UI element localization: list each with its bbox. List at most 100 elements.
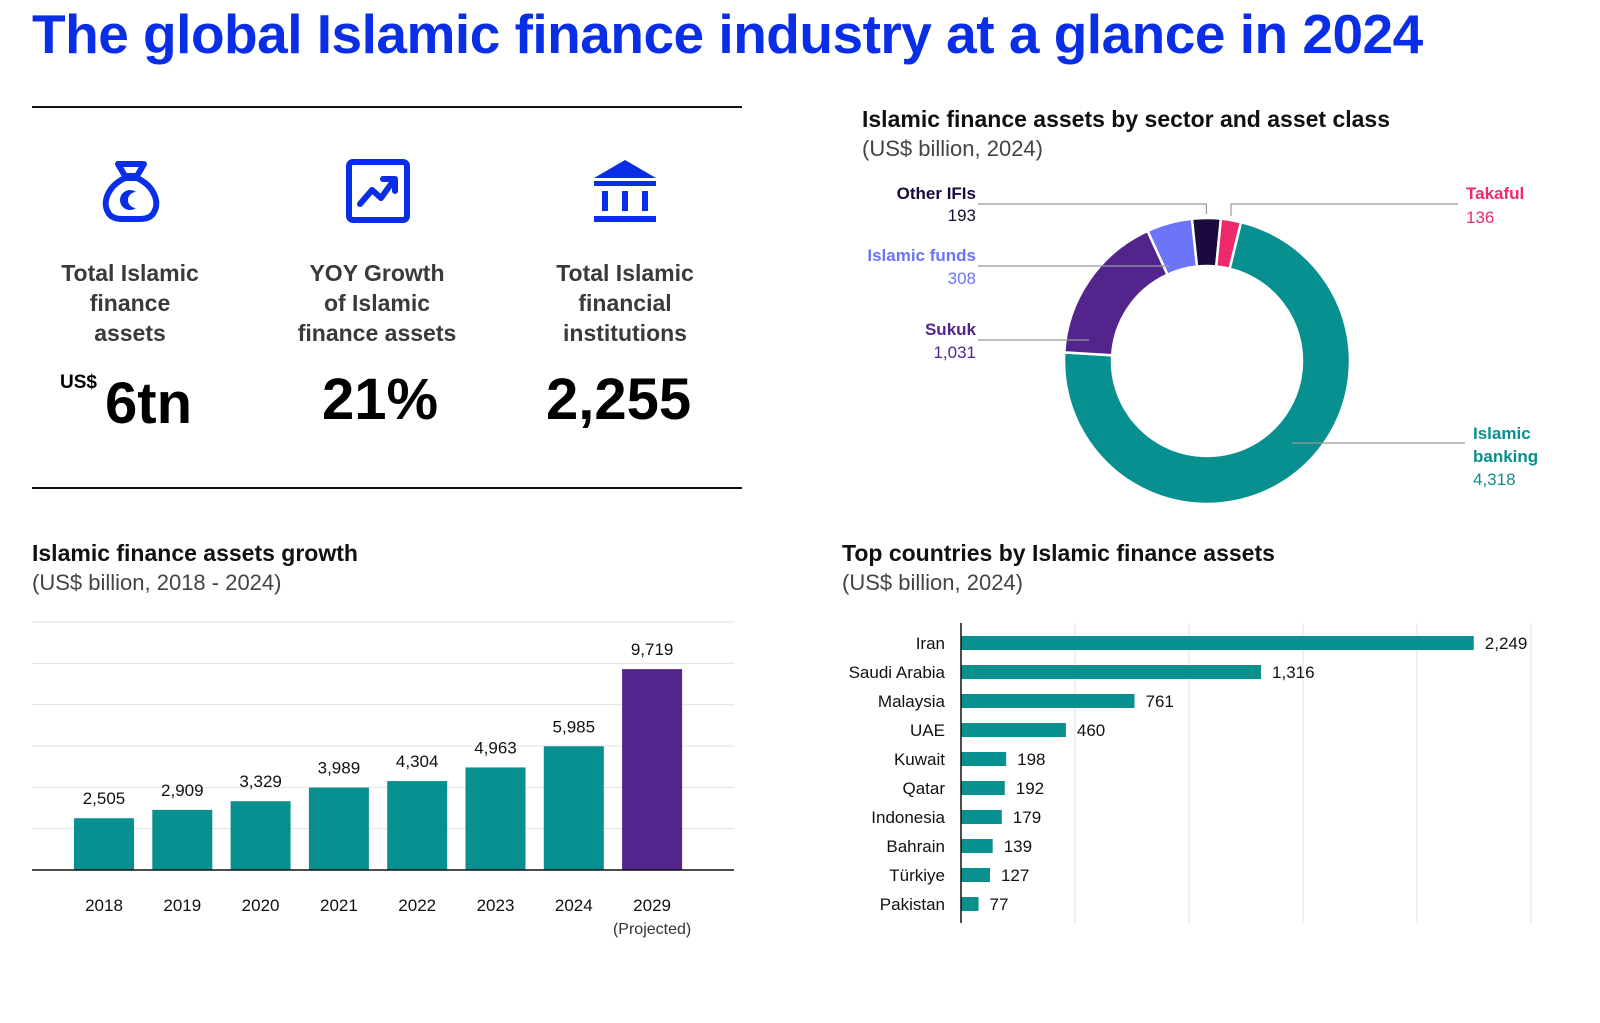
y-tick-label: UAE [910, 721, 945, 740]
y-tick-label: Malaysia [878, 692, 946, 711]
donut-value-label: 1,031 [933, 343, 976, 362]
donut-chart-title: Islamic finance assets by sector and ass… [862, 106, 1391, 132]
growth-chart-title: Islamic finance assets growth [32, 540, 358, 566]
bar-iran [961, 636, 1474, 650]
bar-uae [961, 723, 1066, 737]
y-tick-label: Türkiye [889, 866, 945, 885]
y-tick-label: Iran [916, 634, 945, 653]
bar-2024 [543, 746, 604, 870]
bar-2018 [74, 818, 134, 870]
kpi-label-line: of Islamic [323, 290, 431, 316]
bar-value-label: 761 [1146, 692, 1174, 711]
donut-chart-subtitle: (US$ billion, 2024) [862, 136, 1043, 161]
donut-value-label: 136 [1466, 208, 1494, 227]
kpi-label-line: Total Islamic [556, 260, 694, 286]
x-tick-label: 2029 [633, 896, 671, 915]
bar-2021 [308, 787, 369, 870]
bar-2022 [387, 781, 448, 870]
bar-value-label: 3,329 [239, 772, 282, 791]
donut-label: Sukuk [925, 320, 977, 339]
bar-value-label: 9,719 [631, 640, 674, 659]
bar-pakistan [961, 897, 979, 911]
countries-chart-subtitle: (US$ billion, 2024) [842, 570, 1023, 595]
kpi-label-line: Total Islamic [61, 260, 199, 286]
donut-value-label: 193 [948, 206, 976, 225]
donut-value-label: 308 [948, 269, 976, 288]
donut-label-islamic-banking: banking [1473, 447, 1538, 466]
kpi-bottom-divider [32, 487, 742, 489]
bar-value-label: 460 [1077, 721, 1105, 740]
donut-label: Other IFIs [897, 184, 976, 203]
kpi-label-line: financial [578, 290, 672, 316]
bar-bahrain [961, 839, 993, 853]
y-tick-label: Bahrain [886, 837, 945, 856]
bar-malaysia [961, 694, 1135, 708]
x-tick-label: 2020 [242, 896, 280, 915]
x-tick-label: 2019 [163, 896, 201, 915]
y-tick-label: Kuwait [894, 750, 945, 769]
bar-2029 [622, 669, 683, 870]
bar-value-label: 127 [1001, 866, 1029, 885]
growth-chart-icon [346, 159, 410, 223]
kpi-currency-prefix: US$ [60, 372, 97, 393]
y-tick-label: Pakistan [880, 895, 945, 914]
bar-value-label: 4,963 [474, 738, 517, 757]
donut-value-label: 4,318 [1473, 470, 1516, 489]
bar-value-label: 1,316 [1272, 663, 1315, 682]
bar-value-label: 192 [1016, 779, 1044, 798]
kpi-label-line: YOY Growth [309, 260, 445, 286]
bar-value-label: 179 [1013, 808, 1041, 827]
kpi-growth-value: 21% [322, 367, 439, 432]
bar-value-label: 5,985 [553, 717, 596, 736]
donut-label: Takaful [1466, 184, 1524, 203]
bar-indonesia [961, 810, 1002, 824]
y-tick-label: Indonesia [871, 808, 945, 827]
bar-value-label: 4,304 [396, 752, 439, 771]
kpi-label-line: finance [89, 290, 171, 316]
bar-qatar [961, 781, 1005, 795]
countries-chart-title: Top countries by Islamic finance assets [842, 540, 1275, 566]
bank-building-icon [594, 160, 656, 222]
kpi-total-assets-value: 6tn [105, 371, 192, 436]
bar-value-label: 2,909 [161, 781, 204, 800]
y-tick-label: Qatar [902, 779, 945, 798]
x-tick-label: 2023 [477, 896, 515, 915]
kpi-label-line: assets [94, 320, 166, 346]
bar-türkiye [961, 868, 990, 882]
y-tick-label: Saudi Arabia [849, 663, 946, 682]
bar-2023 [465, 767, 526, 870]
kpi-top-divider [32, 106, 742, 108]
bar-kuwait [961, 752, 1007, 766]
donut-leader-line [978, 203, 1208, 215]
x-tick-label: 2021 [320, 896, 358, 915]
bar-value-label: 2,505 [83, 789, 126, 808]
bar-value-label: 198 [1017, 750, 1045, 769]
kpi-total-assets-label: Total Islamic finance assets [15, 258, 245, 348]
kpi-label-line: institutions [563, 320, 687, 346]
kpi-institutions-label: Total Islamic financial institutions [510, 258, 740, 348]
donut-slice-sukuk [1062, 229, 1170, 357]
bar-value-label: 3,989 [318, 759, 361, 778]
page-title: The global Islamic finance industry at a… [32, 3, 1423, 65]
donut-label: Islamic funds [867, 246, 976, 265]
growth-bar-chart: 2,505 2018 2,909 2019 3,329 2020 3,989 2021 4,30… [32, 621, 734, 938]
growth-chart-subtitle: (US$ billion, 2018 - 2024) [32, 570, 282, 595]
x-tick-label: 2024 [555, 896, 593, 915]
bar-value-label: 139 [1004, 837, 1032, 856]
x-tick-label: 2018 [85, 896, 123, 915]
x-tick-note: (Projected) [613, 921, 691, 938]
bar-2020 [230, 801, 291, 870]
donut-chart: Islamic banking 4,318 Sukuk 1,031 Islamic fun… [867, 184, 1538, 506]
countries-bar-chart: Iran 2,249 Saudi Arabia 1,316 Malaysia 761 UAE… [849, 623, 1532, 923]
bar-value-label: 2,249 [1485, 634, 1528, 653]
x-tick-label: 2022 [398, 896, 436, 915]
kpi-institutions-value: 2,255 [546, 367, 692, 432]
bar-2019 [152, 809, 213, 870]
donut-slice-islamic-banking [1062, 220, 1352, 506]
money-bag-icon [102, 161, 160, 222]
donut-label-islamic-banking: Islamic [1473, 424, 1531, 443]
kpi-growth-label: YOY Growth of Islamic finance assets [262, 258, 492, 348]
kpi-label-line: finance assets [297, 320, 457, 346]
bar-saudi-arabia [961, 665, 1262, 679]
bar-value-label: 77 [990, 895, 1009, 914]
